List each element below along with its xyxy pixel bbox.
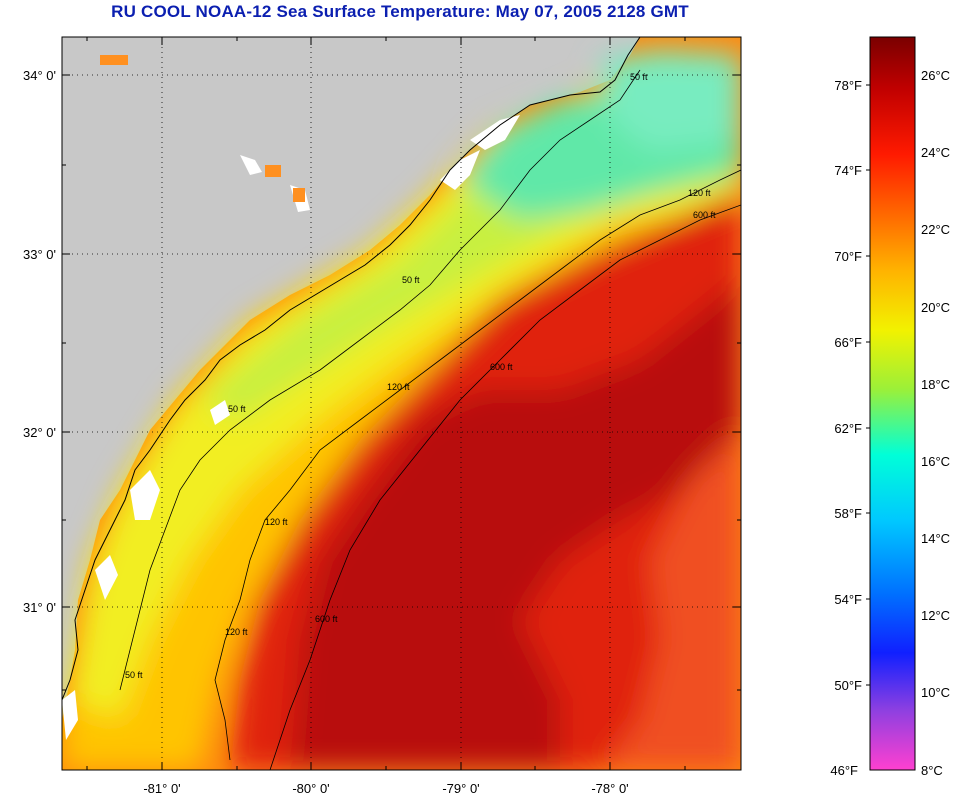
contour-label-600ft: 600 ft: [315, 614, 338, 624]
lon-label-81: -81° 0': [143, 781, 180, 796]
contour-label-600ft: 600 ft: [693, 210, 716, 220]
cb-f-label: 50°F: [834, 678, 862, 693]
lon-label-78: -78° 0': [591, 781, 628, 796]
cb-c-label: 22°C: [921, 222, 950, 237]
cb-c-label: 18°C: [921, 377, 950, 392]
cb-f-label: 54°F: [834, 592, 862, 607]
cb-f-label: 46°F: [830, 763, 858, 778]
cb-c-label: 12°C: [921, 608, 950, 623]
contour-120ft: [214, 169, 741, 761]
colorbar-gradient: [869, 36, 916, 771]
lat-label-32: 32° 0': [23, 425, 56, 440]
cb-f-label: 58°F: [834, 506, 862, 521]
contour-600ft: [269, 204, 741, 770]
contour-label-120ft: 120 ft: [387, 382, 410, 392]
cb-f-label: 74°F: [834, 163, 862, 178]
cb-c-label: 14°C: [921, 531, 950, 546]
contour-label-50ft: 50 ft: [228, 404, 246, 414]
cb-f-label: 70°F: [834, 249, 862, 264]
cb-c-label: 8°C: [921, 763, 943, 778]
colorbar-ticks: [866, 84, 870, 686]
contour-label-120ft: 120 ft: [688, 188, 711, 198]
graticule: [62, 37, 741, 770]
ticks: [62, 37, 741, 770]
contour-50ft: [119, 69, 641, 691]
lat-label-34: 34° 0': [23, 68, 56, 83]
cb-f-label: 78°F: [834, 78, 862, 93]
contour-label-50ft: 50 ft: [402, 275, 420, 285]
map-frame: [61, 36, 742, 771]
cb-f-label: 62°F: [834, 421, 862, 436]
cb-c-label: 20°C: [921, 300, 950, 315]
lon-label-79: -79° 0': [442, 781, 479, 796]
inland-speckles: [100, 55, 305, 202]
contour-label-600ft: 600 ft: [490, 362, 513, 372]
contour-label-120ft: 120 ft: [225, 627, 248, 637]
map-area: [62, 37, 741, 770]
contour-label-50ft: 50 ft: [630, 72, 648, 82]
cb-f-label: 66°F: [834, 335, 862, 350]
lat-label-33: 33° 0': [23, 247, 56, 262]
contour-label-120ft: 120 ft: [265, 517, 288, 527]
lon-label-80: -80° 0': [292, 781, 329, 796]
cb-c-label: 26°C: [921, 68, 950, 83]
cb-c-label: 10°C: [921, 685, 950, 700]
lat-label-31: 31° 0': [23, 600, 56, 615]
contour-label-50ft: 50 ft: [125, 670, 143, 680]
cb-c-label: 24°C: [921, 145, 950, 160]
colorbar: 78°F 74°F 70°F 66°F 62°F 58°F 54°F 50°F …: [830, 36, 950, 778]
map-title: RU COOL NOAA-12 Sea Surface Temperature:…: [111, 2, 689, 21]
sst-field: [62, 50, 741, 770]
coastline: [62, 37, 641, 701]
cb-c-label: 16°C: [921, 454, 950, 469]
